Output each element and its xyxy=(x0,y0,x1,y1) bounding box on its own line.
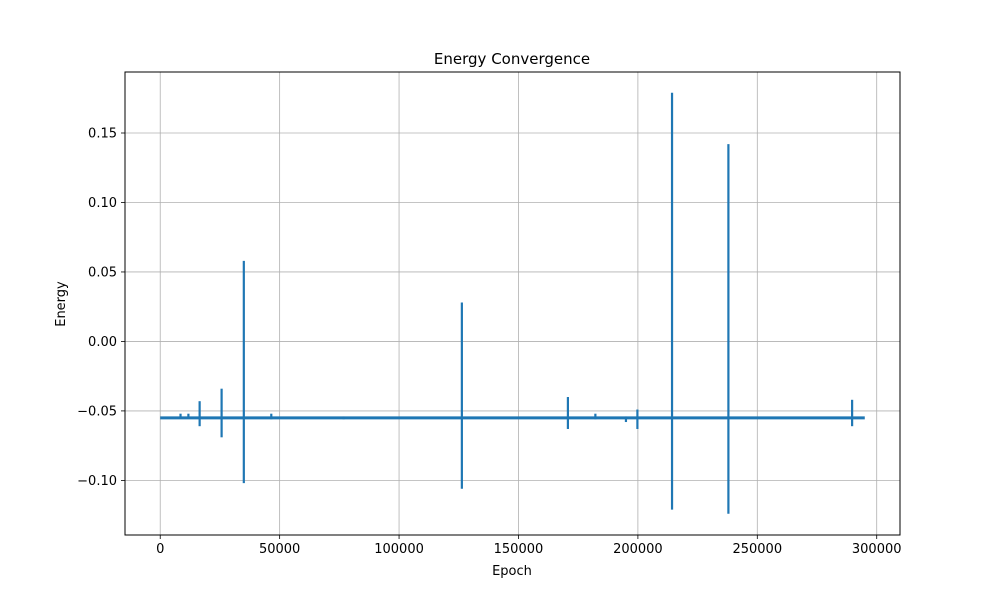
x-axis-label: Epoch xyxy=(492,564,532,579)
x-tick-label: 100000 xyxy=(374,542,424,557)
x-tick-label: 0 xyxy=(156,542,164,557)
y-tick-label: −0.10 xyxy=(77,474,117,489)
y-tick-label: −0.05 xyxy=(77,404,117,419)
y-tick-label: 0.00 xyxy=(88,335,117,350)
y-tick-label: 0.15 xyxy=(88,127,117,142)
axes-frame xyxy=(124,71,901,536)
axis-ticks: 0 50000 100000 150000 200000 250000 300000 −0.1… xyxy=(77,127,901,557)
y-tick-label: 0.05 xyxy=(88,265,117,280)
x-tick-label: 50000 xyxy=(259,542,300,557)
x-tick-label: 300000 xyxy=(852,542,902,557)
plot-area xyxy=(160,92,865,514)
x-tick-label: 150000 xyxy=(494,542,544,557)
y-tick-label: 0.10 xyxy=(88,196,117,211)
y-axis-label: Energy xyxy=(54,281,69,327)
x-tick-label: 200000 xyxy=(613,542,663,557)
chart-title: Energy Convergence xyxy=(434,50,590,68)
grid xyxy=(125,72,900,535)
x-tick-label: 250000 xyxy=(732,542,782,557)
